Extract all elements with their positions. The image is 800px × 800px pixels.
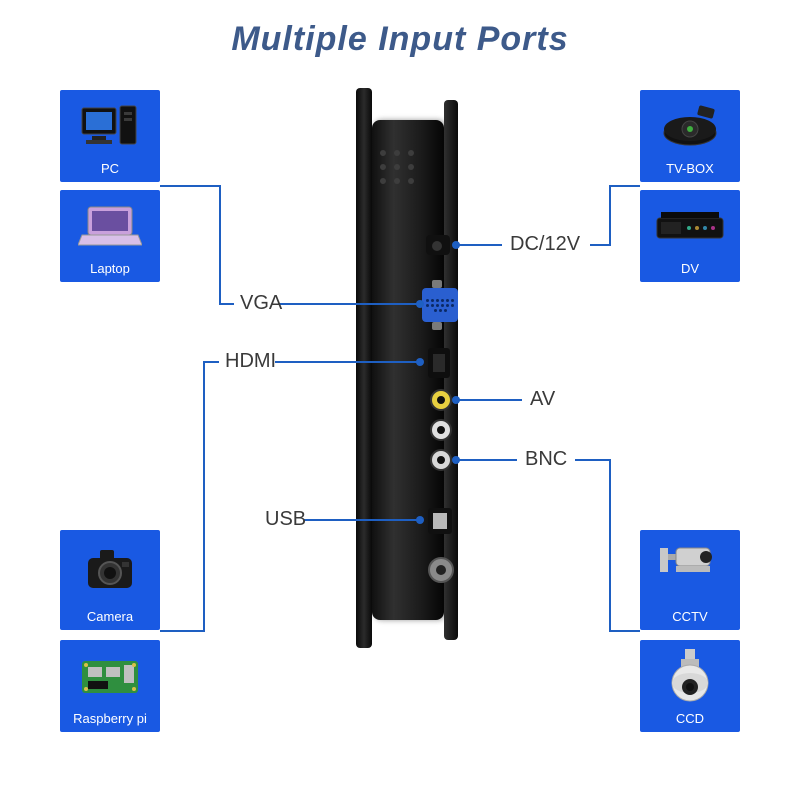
device-card-camera: Camera — [60, 530, 160, 630]
device-label: PC — [101, 161, 119, 176]
device-label: TV-BOX — [666, 161, 714, 176]
device-card-raspberry: Raspberry pi — [60, 640, 160, 732]
device-label: CCD — [676, 711, 704, 726]
monitor-back-edge — [356, 88, 372, 648]
port-label-bnc: BNC — [525, 448, 567, 471]
camera-icon — [64, 536, 156, 605]
page-title: Multiple Input Ports — [231, 20, 568, 59]
device-label: Camera — [87, 609, 133, 624]
device-card-tvbox: TV-BOX — [640, 90, 740, 182]
device-label: CCTV — [672, 609, 707, 624]
laptop-icon — [64, 196, 156, 257]
port-label-dc12v: DC/12V — [510, 233, 580, 256]
dv-icon: " + — [644, 196, 736, 257]
device-label: Laptop — [90, 261, 130, 276]
raspberry-icon — [64, 646, 156, 707]
port-label-vga: VGA — [240, 292, 282, 315]
monitor-vents — [380, 150, 414, 184]
cctv-icon — [644, 536, 736, 605]
port-label-av: AV — [530, 388, 555, 411]
device-label: DV — [681, 261, 699, 276]
tvbox-icon — [644, 96, 736, 157]
device-card-ccd: CCD — [640, 640, 740, 732]
port-label-usb: USB — [265, 508, 306, 531]
device-card-cctv: CCTV — [640, 530, 740, 630]
ccd-icon — [644, 646, 736, 707]
pc-icon — [64, 96, 156, 157]
device-card-pc: PC — [60, 90, 160, 182]
port-label-hdmi: HDMI — [225, 350, 276, 373]
device-card-dv: " + DV — [640, 190, 740, 282]
device-card-laptop: Laptop — [60, 190, 160, 282]
device-label: Raspberry pi — [73, 711, 147, 726]
